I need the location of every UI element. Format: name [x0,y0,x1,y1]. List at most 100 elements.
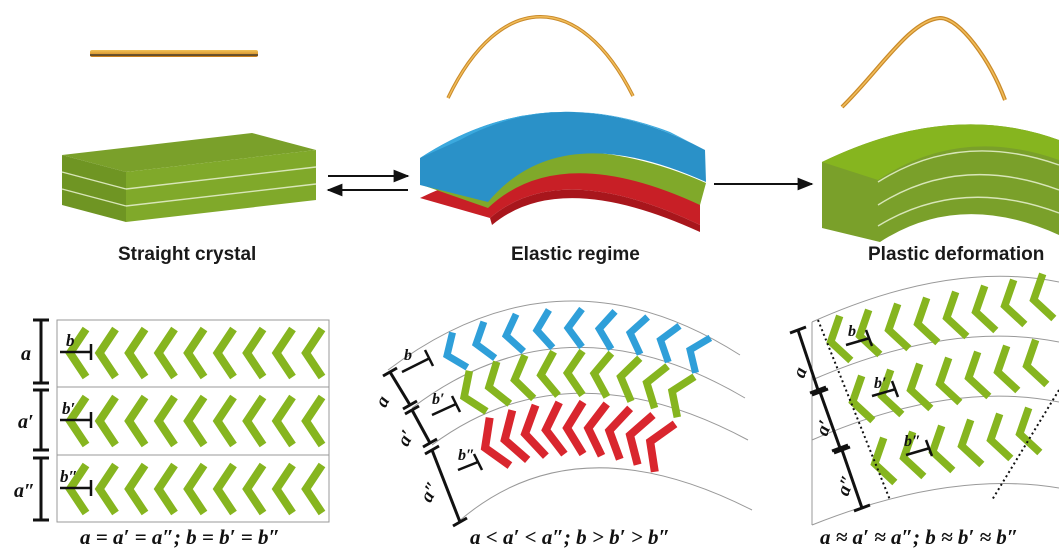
chevron-molecule [686,334,713,374]
chevron-molecule [1015,406,1043,456]
chevron-molecule [594,309,618,351]
chevron-molecule [183,326,208,380]
chevron-molecule [870,436,898,486]
plastic-label-b-prime: b′ [874,375,887,392]
equation-plastic: a ≈ a′ ≈ a″; b ≈ b′ ≈ b″ [820,525,1019,549]
chevron-molecule [212,394,237,448]
chevron-molecule [271,462,296,516]
chevron-molecule [153,462,178,516]
label-a: a [21,343,31,365]
chevron-molecule [459,370,489,415]
chevron-molecule [625,411,656,466]
plastic-label-a-double-prime: a″ [833,473,860,499]
label-b: b [66,331,75,350]
chevron-molecule [242,462,267,516]
reversible-arrows [326,169,410,197]
chevron-molecule [562,348,586,398]
chevron-molecule [124,326,149,380]
chevron-molecule [583,401,610,458]
chevron-molecule [94,326,119,380]
chevron-molecule [536,349,561,398]
caption-elastic-regime: Elastic regime [511,244,640,265]
chevron-molecule [500,409,531,463]
chevron-molecule [471,320,498,361]
label-b-double-prime: b″ [60,467,78,486]
plastic-label-a-prime: a′ [812,417,837,438]
chevron-molecule [877,368,905,418]
chevron-molecule [826,314,854,364]
chevron-molecule [520,403,549,459]
chevron-molecule [183,462,208,516]
chevron-molecule [532,308,556,351]
chevron-molecule [928,424,956,474]
equation-elastic: a < a′ < a″; b > b′ > b″ [470,525,671,549]
chevron-molecule [94,394,119,448]
chevron-molecule [942,290,970,340]
elastic-block [420,111,706,232]
chevron-molecule [124,394,149,448]
chevron-molecule [1029,272,1057,322]
elastic-label-a: a [371,392,394,411]
plastic-label-a: a [789,364,812,381]
elastic-chevron-panel: a a′ a″ b b′ b″ [371,300,753,528]
chevron-molecule [443,331,470,371]
chevron-molecule [301,326,326,380]
elastic-label-a-double-prime: a″ [416,478,444,506]
elastic-label-a-prime: a′ [393,427,419,450]
straight-crystal-photo [90,50,258,57]
chevron-molecule [124,462,149,516]
elastic-label-b-prime: b′ [432,391,445,408]
straight-crystal-block [61,133,317,222]
chevron-molecule [510,353,537,402]
chevron-molecule [993,344,1021,394]
straight-chevron-panel: a a′ a″ b b′ b″ [14,318,330,523]
chevron-molecule [656,323,682,364]
chevron-molecule [183,394,208,448]
chevron-molecule [935,356,963,406]
plastic-crystal-photo [840,15,1007,109]
label-a-double-prime: a″ [14,480,35,502]
chevron-molecule [604,405,634,461]
chevron-molecule [884,302,912,352]
label-b-prime: b′ [62,399,75,418]
chevron-molecule [971,284,999,334]
plastic-chevron-panel: a a′ a″ b b′ b″ [789,272,1059,526]
chevron-molecule [212,326,237,380]
label-a-prime: a′ [18,411,34,433]
chevron-molecule [301,394,326,448]
chevron-molecule [541,400,568,457]
plastic-label-b-double-prime: b″ [904,433,921,450]
elastic-label-b: b [404,347,412,364]
chevron-molecule [480,417,513,469]
caption-straight-crystal: Straight crystal [118,244,257,265]
chevron-molecule [642,363,670,410]
chevron-molecule [242,394,267,448]
plastic-label-b: b [848,323,856,340]
chevron-molecule [616,355,643,403]
chevron-molecule [848,374,876,424]
caption-plastic-deformation: Plastic deformation [868,244,1045,265]
chevron-molecule [667,373,697,418]
chevron-molecule [562,399,587,457]
chevron-molecule [964,350,992,400]
chevron-molecule [212,462,237,516]
chevron-molecule [501,312,526,355]
chevron-molecule [913,296,941,346]
chevron-molecule [271,394,296,448]
chevron-molecule [906,362,934,412]
chevron-molecule [589,350,615,399]
chevron-molecule [94,462,119,516]
chevron-molecule [153,394,178,448]
chevron-molecule [484,360,513,407]
chevron-molecule [1000,278,1028,328]
plastic-block [822,124,1059,242]
equation-straight: a = a′ = a″; b = b′ = b″ [80,525,281,549]
chevron-molecule [855,308,883,358]
chevron-molecule [301,462,326,516]
chevron-molecule [986,412,1014,462]
chevron-molecule [563,306,585,350]
chevron-molecule [271,326,296,380]
chevron-molecule [153,326,178,380]
chevron-molecule [957,418,985,468]
